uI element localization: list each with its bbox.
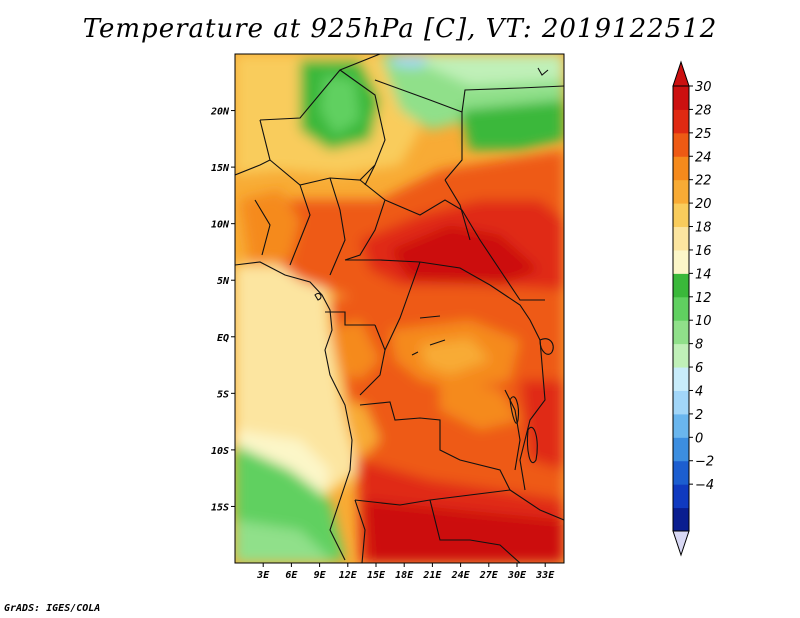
y-tick-label: 5S [217,389,229,400]
colorbar-segment [673,132,689,157]
x-tick-label: 18E [395,570,414,581]
map-title: Temperature at 925hPa [C], VT: 201912251… [82,14,718,44]
colorbar-label: 16 [695,244,712,259]
colorbar-segment [673,343,689,368]
colorbar-segment [673,156,689,181]
y-tick-label: 5N [217,276,230,287]
colorbar-label: 10 [695,314,712,329]
country-borders [235,54,564,563]
colorbar-segment [673,273,689,298]
colorbar-segment [673,484,689,509]
colorbar-segment [673,203,689,228]
x-tick-label: 3E [256,570,270,581]
x-tick-label: 21E [422,570,442,581]
x-tick-label: 30E [507,570,527,581]
x-tick-label: 9E [314,570,327,581]
map-frame [234,53,565,564]
colorbar-bottom-triangle [672,530,690,557]
y-tick-label: EQ [217,333,229,344]
colorbar-label: 0 [695,431,703,446]
lakes [314,292,554,463]
colorbar-label: 20 [695,197,712,212]
colorbar-segment [673,179,689,204]
colorbar-segment [673,86,689,110]
colorbar-label: 2 [695,408,703,423]
latitude-ticks: 20N 15N 10N 5N EQ 5S 10S 15S [210,107,235,513]
y-tick-label: 10N [211,220,230,231]
y-tick-label: 15N [211,163,230,174]
colorbar-segment [673,413,689,438]
colorbar-segment [673,320,689,345]
colorbar-segment [673,460,689,485]
colorbar-label: 14 [695,267,712,282]
x-tick-label: 27E [479,570,499,581]
colorbar-label: 28 [695,103,712,118]
colorbar-frame [672,85,690,532]
colorbar-label: 6 [695,361,703,376]
colorbar-top-triangle [672,60,690,87]
y-tick-label: 20N [210,107,230,118]
colorbar-label: −2 [695,455,714,470]
y-tick-label: 10S [211,446,229,457]
colorbar-label: 12 [695,291,712,306]
x-tick-label: 15E [367,570,386,581]
colorbar-segment [673,507,689,532]
colorbar-segment [673,296,689,321]
colorbar-label: 25 [695,127,712,142]
temperature-field [235,54,564,563]
colorbar-label: −4 [695,478,714,493]
colorbar-segment [673,109,689,134]
colorbar-segment [673,226,689,251]
x-tick-label: 24E [451,570,471,581]
colorbar-label: 4 [695,384,703,399]
x-tick-label: 12E [339,570,358,581]
colorbar-label: 22 [695,174,712,189]
x-tick-label: 33E [535,570,555,581]
colorbar-segment [673,367,689,391]
colorbar-label: 18 [695,221,712,236]
x-tick-label: 6E [285,570,298,581]
y-tick-label: 15S [211,502,229,513]
grads-credit: GrADS: IGES/COLA [4,603,101,614]
colorbar-segment [673,390,689,415]
colorbar-label: 30 [695,80,712,95]
colorbar-segment [673,437,689,462]
colorbar-label: 24 [695,150,712,165]
colorbar-segment [673,249,689,274]
colorbar-label: 8 [695,338,703,353]
longitude-ticks: 3E 6E 9E 12E 15E 18E 21E 24E 27E 30E 33E [256,563,555,581]
